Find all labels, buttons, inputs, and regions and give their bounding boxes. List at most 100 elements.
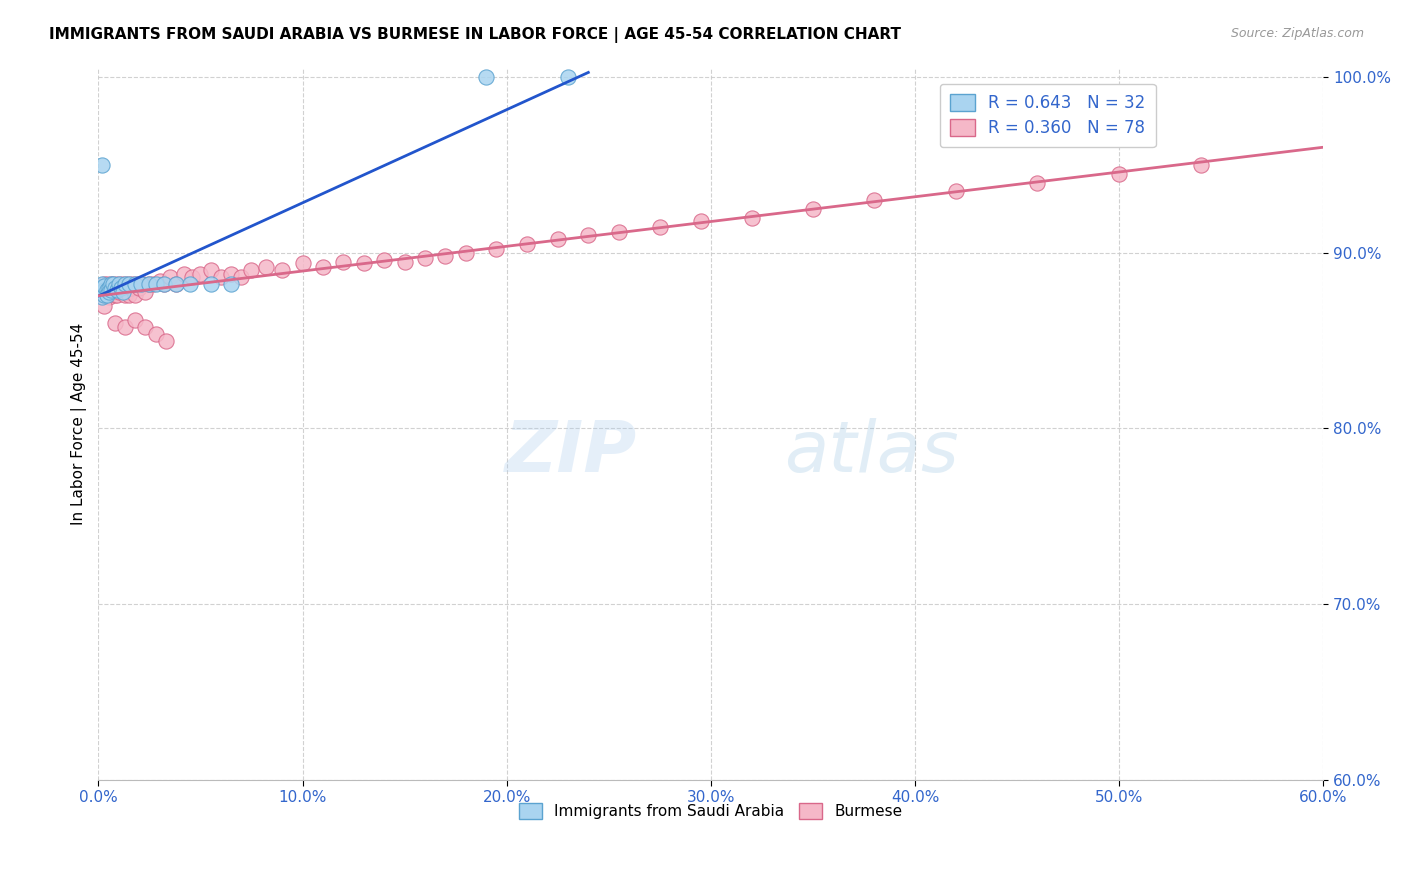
Point — [332, 254, 354, 268]
Point — [165, 277, 187, 292]
Point — [145, 277, 167, 292]
Point — [104, 281, 127, 295]
Point — [607, 225, 630, 239]
Text: IMMIGRANTS FROM SAUDI ARABIA VS BURMESE IN LABOR FORCE | AGE 45-54 CORRELATION C: IMMIGRANTS FROM SAUDI ARABIA VS BURMESE … — [49, 27, 901, 43]
Point — [132, 277, 155, 292]
Point — [434, 249, 457, 263]
Point — [101, 285, 124, 299]
Point — [741, 211, 763, 225]
Point — [394, 254, 416, 268]
Point — [209, 270, 232, 285]
Point — [200, 263, 222, 277]
Point — [516, 237, 538, 252]
Point — [648, 219, 671, 234]
Point — [149, 274, 172, 288]
Point — [576, 228, 599, 243]
Point — [413, 251, 436, 265]
Point — [93, 277, 115, 292]
Point — [111, 281, 134, 295]
Point — [100, 277, 122, 292]
Text: atlas: atlas — [785, 418, 959, 487]
Point — [91, 285, 114, 299]
Point — [122, 277, 145, 292]
Point — [373, 252, 395, 267]
Point — [93, 288, 115, 302]
Point — [134, 285, 156, 299]
Point — [97, 281, 120, 295]
Point — [96, 283, 118, 297]
Point — [801, 202, 824, 216]
Point — [89, 281, 111, 295]
Point — [110, 281, 132, 295]
Point — [105, 283, 128, 297]
Point — [240, 263, 263, 277]
Point — [93, 279, 115, 293]
Point — [173, 267, 195, 281]
Point — [107, 281, 129, 295]
Point — [138, 277, 160, 292]
Point — [159, 270, 181, 285]
Point — [104, 288, 127, 302]
Point — [104, 281, 127, 295]
Point — [152, 277, 174, 292]
Point — [165, 277, 187, 292]
Point — [93, 283, 115, 297]
Point — [134, 319, 156, 334]
Y-axis label: In Labor Force | Age 45-54: In Labor Force | Age 45-54 — [72, 323, 87, 525]
Text: ZIP: ZIP — [505, 418, 637, 487]
Point — [689, 214, 711, 228]
Point — [219, 277, 242, 292]
Point — [89, 281, 111, 295]
Point — [181, 270, 204, 285]
Point — [118, 277, 141, 292]
Point — [155, 334, 177, 348]
Point — [291, 256, 314, 270]
Point — [200, 277, 222, 292]
Point — [91, 158, 114, 172]
Point — [142, 277, 165, 292]
Point — [547, 232, 569, 246]
Point — [475, 70, 498, 85]
Point — [114, 288, 136, 302]
Point — [353, 256, 375, 270]
Point — [101, 277, 124, 292]
Point — [111, 285, 134, 299]
Point — [145, 326, 167, 341]
Point — [557, 70, 579, 85]
Point — [97, 281, 120, 295]
Point — [100, 283, 122, 297]
Point — [97, 285, 120, 299]
Point — [1189, 158, 1212, 172]
Point — [97, 290, 120, 304]
Point — [105, 288, 128, 302]
Point — [96, 277, 118, 292]
Point — [863, 193, 886, 207]
Point — [91, 277, 114, 292]
Point — [945, 185, 967, 199]
Point — [105, 277, 128, 292]
Point — [118, 288, 141, 302]
Point — [100, 277, 122, 292]
Point — [93, 288, 115, 302]
Point — [231, 270, 253, 285]
Point — [129, 277, 152, 292]
Point — [100, 285, 122, 299]
Point — [110, 277, 132, 292]
Point — [101, 277, 124, 292]
Point — [219, 267, 242, 281]
Point — [93, 299, 115, 313]
Point — [114, 277, 136, 292]
Point — [127, 277, 149, 292]
Point — [114, 277, 136, 292]
Point — [485, 243, 508, 257]
Point — [138, 277, 160, 292]
Point — [254, 260, 277, 274]
Point — [124, 277, 146, 292]
Legend: Immigrants from Saudi Arabia, Burmese: Immigrants from Saudi Arabia, Burmese — [513, 797, 908, 825]
Point — [96, 285, 118, 299]
Point — [118, 277, 141, 292]
Point — [124, 312, 146, 326]
Point — [179, 277, 201, 292]
Point — [107, 285, 129, 299]
Point — [190, 267, 212, 281]
